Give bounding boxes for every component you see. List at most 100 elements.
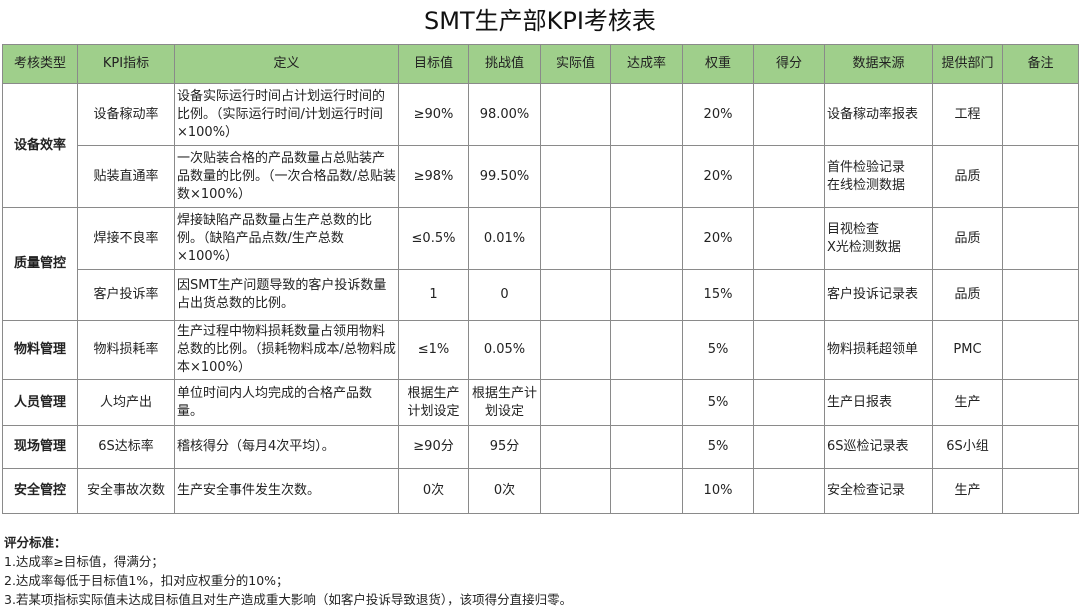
header-cell: 考核类型 [2,44,78,84]
rate-cell[interactable] [610,145,683,208]
dept-cell: PMC [932,320,1003,380]
definition-cell: 生产安全事件发生次数。 [174,468,399,514]
score-cell[interactable] [753,425,825,469]
kpi-table: 考核类型 KPI指标 定义 目标值 挑战值 实际值 达成率 权重 得分 数据来源… [2,44,1079,514]
dept-cell: 生产 [932,468,1003,514]
kpi-cell: 客户投诉率 [77,269,175,321]
target-cell: ≥98% [398,145,469,208]
table-row: 设备效率 设备稼动率 设备实际运行时间占计划运行时间的比例。（实际运行时间/计划… [2,83,1079,208]
header-cell: 备注 [1002,44,1079,84]
weight-cell: 5% [682,379,754,426]
definition-cell: 焊接缺陷产品数量占生产总数的比例。（缺陷产品点数/生产总数×100%） [174,207,399,270]
category-cell: 现场管理 [2,425,78,469]
source-cell: 生产日报表 [824,379,933,426]
kpi-cell: 物料损耗率 [77,320,175,380]
target-cell: ≥90% [398,83,469,146]
source-cell: 目视检查 X光检测数据 [824,207,933,270]
page-title: SMT生产部KPI考核表 [424,7,656,35]
actual-cell[interactable] [540,145,611,208]
definition-cell: 因SMT生产问题导致的客户投诉数量占出货总数的比例。 [174,269,399,321]
source-cell: 设备稼动率报表 [824,83,933,146]
source-text: 6S巡检记录表 [827,439,909,454]
source-text: 客户投诉记录表 [827,287,919,302]
source-cell: 首件检验记录 在线检测数据 [824,145,933,208]
rate-cell[interactable] [610,207,683,270]
weight-cell: 20% [682,145,754,208]
target-cell: 1 [398,269,469,321]
category-cell: 物料管理 [2,320,78,380]
remark-cell[interactable] [1002,379,1079,426]
kpi-cell: 人均产出 [77,379,175,426]
score-cell[interactable] [753,207,825,270]
category-cell: 设备效率 [2,83,78,208]
category-cell: 安全管控 [2,468,78,514]
weight-cell: 10% [682,468,754,514]
actual-cell[interactable] [540,269,611,321]
source-text: 目视检查 X光检测数据 [827,221,901,255]
definition-cell: 设备实际运行时间占计划运行时间的比例。（实际运行时间/计划运行时间×100%） [174,83,399,146]
rate-cell[interactable] [610,379,683,426]
header-cell: 得分 [753,44,825,84]
challenge-cell: 0.05% [468,320,541,380]
table-row: 现场管理 6S达标率 稽核得分（每月4次平均）。 ≥90分 95分 5% 6S巡… [2,425,1079,469]
rate-cell[interactable] [610,320,683,380]
score-cell[interactable] [753,379,825,426]
weight-cell: 15% [682,269,754,321]
actual-cell[interactable] [540,468,611,514]
source-cell: 物料损耗超领单 [824,320,933,380]
weight-cell: 5% [682,320,754,380]
dept-cell: 6S小组 [932,425,1003,469]
remark-cell[interactable] [1002,320,1079,380]
score-cell[interactable] [753,320,825,380]
table-row: 客户投诉率 因SMT生产问题导致的客户投诉数量占出货总数的比例。 1 0 15%… [3,269,1079,321]
target-cell: ≤0.5% [398,207,469,270]
actual-cell[interactable] [540,379,611,426]
remark-cell[interactable] [1002,83,1079,146]
source-text: 安全检查记录 [827,483,906,498]
kpi-cell: 安全事故次数 [77,468,175,514]
rate-cell[interactable] [610,425,683,469]
remark-cell[interactable] [1002,425,1079,469]
table-row: 物料管理 物料损耗率 生产过程中物料损耗数量占领用物料总数的比例。（损耗物料成本… [2,320,1079,380]
scoring-notes: 评分标准： 1.达成率≥目标值，得满分； 2.达成率每低于目标值1%，扣对应权重… [4,533,1074,609]
source-cell: 客户投诉记录表 [824,269,933,321]
source-text: 首件检验记录 在线检测数据 [827,159,906,193]
dept-cell: 工程 [932,83,1003,146]
kpi-cell: 贴装直通率 [77,145,175,208]
rate-cell[interactable] [610,468,683,514]
dept-cell: 品质 [932,207,1003,270]
kpi-cell: 设备稼动率 [77,83,175,146]
target-cell: ≤1% [398,320,469,380]
header-cell: 挑战值 [468,44,541,84]
header-cell: 提供部门 [932,44,1003,84]
table-row: 质量管控 焊接不良率 焊接缺陷产品数量占生产总数的比例。（缺陷产品点数/生产总数… [2,207,1079,321]
score-cell[interactable] [753,83,825,146]
remark-cell[interactable] [1002,207,1079,270]
actual-cell[interactable] [540,207,611,270]
rate-cell[interactable] [610,269,683,321]
remark-cell[interactable] [1002,468,1079,514]
category-cell: 人员管理 [2,379,78,426]
weight-cell: 20% [682,207,754,270]
challenge-cell: 99.50% [468,145,541,208]
remark-cell[interactable] [1002,145,1079,208]
score-cell[interactable] [753,145,825,208]
actual-cell[interactable] [540,83,611,146]
challenge-cell: 0次 [468,468,541,514]
weight-cell: 5% [682,425,754,469]
challenge-cell: 98.00% [468,83,541,146]
score-cell[interactable] [753,468,825,514]
table-row: 贴装直通率 一次贴装合格的产品数量占总贴装产品数量的比例。（一次合格品数/总贴装… [3,145,1079,208]
challenge-cell: 0 [468,269,541,321]
remark-cell[interactable] [1002,269,1079,321]
rate-cell[interactable] [610,83,683,146]
definition-cell: 单位时间内人均完成的合格产品数量。 [174,379,399,426]
target-cell: 根据生产计划设定 [398,379,469,426]
actual-cell[interactable] [540,320,611,380]
score-cell[interactable] [753,269,825,321]
header-cell: 实际值 [540,44,611,84]
challenge-cell: 根据生产计划设定 [468,379,541,426]
dept-cell: 品质 [932,269,1003,321]
actual-cell[interactable] [540,425,611,469]
target-cell: ≥90分 [398,425,469,469]
